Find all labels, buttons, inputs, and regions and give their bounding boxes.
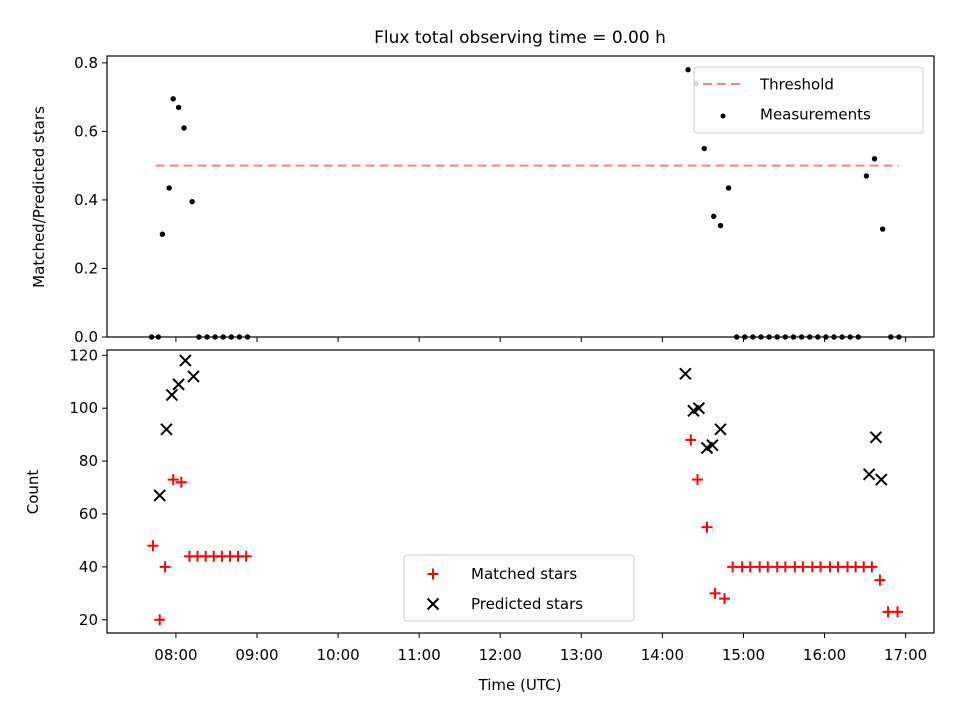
measurement-point bbox=[863, 173, 870, 179]
legend-threshold-label: Threshold bbox=[759, 76, 834, 94]
matched-star-point bbox=[692, 474, 704, 486]
top-y-tick-label: 0.4 bbox=[74, 191, 98, 209]
chart-title: Flux total observing time = 0.00 h bbox=[374, 28, 666, 48]
matched-star-point bbox=[167, 474, 179, 486]
legend-predicted-label: Predicted stars bbox=[471, 595, 583, 613]
top-y-tick-label: 0.0 bbox=[74, 328, 98, 346]
matched-star-point bbox=[719, 593, 731, 605]
predicted-star-point bbox=[165, 388, 179, 402]
measurement-point bbox=[701, 145, 707, 152]
predicted-star-point bbox=[179, 354, 192, 367]
measurement-point bbox=[175, 104, 182, 111]
bottom-plot-frame bbox=[106, 349, 935, 634]
top-y-ticks: 0.0 0.2 0.4 0.6 0.8 bbox=[74, 54, 107, 346]
bottom-y-ticks: 20 40 60 80 100 120 bbox=[69, 346, 107, 629]
legend-measurements-swatch bbox=[720, 113, 726, 119]
top-y-axis-label: Matched/Predicted stars bbox=[30, 106, 48, 288]
matched-star-point bbox=[874, 574, 886, 586]
legend-matched-label: Matched stars bbox=[471, 565, 577, 583]
bottom-panel: 20 40 60 80 100 120 08:00 09:00 10:00 11:00 12:00… bbox=[24, 346, 935, 694]
bottom-x-ticks: 08:00 09:00 10:00 11:00 12:00 13:00 14:00 15:00… bbox=[154, 633, 927, 664]
matched-star-point bbox=[866, 561, 878, 573]
matched-star-point bbox=[685, 434, 697, 446]
measurement-point bbox=[166, 185, 172, 191]
top-x-ticks bbox=[175, 337, 907, 342]
x-tick-label: 14:00 bbox=[641, 646, 684, 664]
measurement-points bbox=[148, 67, 902, 340]
matched-star-point bbox=[832, 561, 844, 573]
matched-star-point bbox=[814, 561, 826, 573]
bottom-y-tick-label: 40 bbox=[79, 558, 98, 576]
x-tick-label: 15:00 bbox=[722, 646, 765, 664]
measurement-point bbox=[725, 185, 732, 191]
matched-star-point bbox=[779, 561, 791, 573]
legend-x-marker bbox=[426, 597, 440, 611]
predicted-star-point bbox=[187, 370, 200, 383]
x-tick-label: 10:00 bbox=[316, 646, 359, 664]
bottom-legend-box bbox=[403, 554, 635, 622]
x-tick-label: 12:00 bbox=[479, 646, 522, 664]
predicted-star-point bbox=[875, 473, 888, 486]
predicted-star-point bbox=[862, 468, 876, 481]
x-tick-label: 11:00 bbox=[398, 646, 441, 664]
top-panel: 0.00.20.40.60.8 Matched/Predicted stars … bbox=[30, 54, 935, 346]
top-plot-frame bbox=[106, 55, 935, 338]
measurement-point bbox=[879, 226, 886, 232]
predicted-star-point bbox=[172, 378, 185, 391]
top-y-tick-label: 0.8 bbox=[74, 54, 98, 72]
matched-star-point bbox=[147, 540, 159, 552]
measurement-point bbox=[711, 213, 717, 220]
matched-star-point bbox=[159, 561, 171, 573]
matched-star-point bbox=[175, 476, 187, 488]
matched-star-point bbox=[727, 561, 739, 573]
predicted-star-point bbox=[692, 401, 706, 415]
matched-star-point bbox=[762, 561, 774, 573]
measurement-point bbox=[159, 231, 166, 237]
bottom-y-tick-label: 100 bbox=[69, 399, 98, 417]
matched-star-point bbox=[744, 561, 756, 573]
predicted-star-point bbox=[706, 439, 719, 452]
x-tick-label: 09:00 bbox=[235, 646, 278, 664]
predicted-star-point bbox=[153, 489, 166, 502]
x-axis-label: Time (UTC) bbox=[478, 676, 562, 694]
bottom-y-tick-label: 120 bbox=[69, 346, 98, 364]
x-tick-label: 13:00 bbox=[560, 646, 603, 664]
bottom-y-axis-label: Count bbox=[24, 470, 42, 515]
top-y-tick-label: 0.2 bbox=[74, 259, 98, 277]
legend-predicted-swatch bbox=[426, 597, 440, 611]
matched-star-point bbox=[154, 614, 166, 626]
predicted-star-point bbox=[160, 423, 173, 436]
matched-star-point bbox=[882, 606, 894, 618]
top-legend: Threshold Measurements bbox=[693, 66, 924, 134]
matched-star-points bbox=[147, 434, 904, 626]
matched-star-point bbox=[797, 561, 809, 573]
bottom-y-tick-label: 20 bbox=[79, 611, 98, 629]
top-y-tick-label: 0.6 bbox=[74, 122, 98, 140]
measurement-point bbox=[685, 67, 691, 73]
predicted-star-point bbox=[869, 431, 883, 444]
predicted-star-point bbox=[679, 367, 692, 381]
top-legend-box bbox=[693, 66, 924, 134]
measurement-point bbox=[189, 198, 195, 205]
bottom-y-tick-label: 60 bbox=[79, 505, 98, 523]
measurement-point bbox=[717, 222, 724, 229]
measurement-point bbox=[170, 96, 176, 102]
predicted-star-points bbox=[153, 354, 888, 502]
matched-star-point bbox=[701, 521, 713, 533]
matched-star-point bbox=[709, 587, 721, 599]
matched-star-point bbox=[240, 550, 252, 562]
bottom-y-tick-label: 80 bbox=[79, 452, 98, 470]
measurement-point bbox=[871, 156, 878, 162]
legend-plus-marker bbox=[427, 568, 439, 580]
legend-matched-swatch bbox=[427, 568, 439, 580]
measurement-point bbox=[181, 125, 187, 131]
legend-measurements-label: Measurements bbox=[760, 106, 871, 124]
x-tick-label: 08:00 bbox=[154, 646, 197, 664]
x-tick-label: 17:00 bbox=[884, 646, 927, 664]
predicted-star-point bbox=[714, 423, 727, 436]
matched-star-point bbox=[892, 606, 904, 618]
bottom-legend: Matched stars Predicted stars bbox=[403, 554, 635, 622]
x-tick-label: 16:00 bbox=[803, 646, 846, 664]
